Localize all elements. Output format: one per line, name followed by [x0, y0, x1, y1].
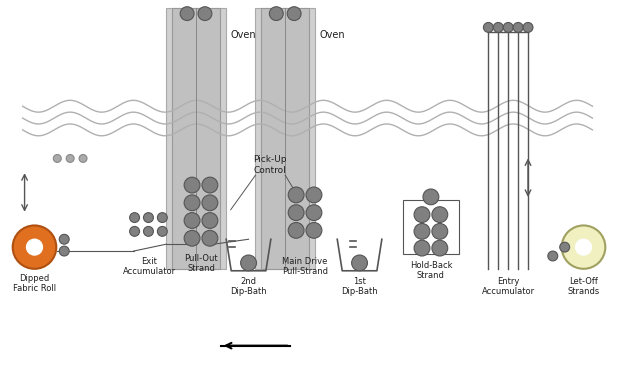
Text: Main Drive
Pull-Strand: Main Drive Pull-Strand	[282, 257, 328, 276]
Circle shape	[523, 22, 533, 33]
Circle shape	[59, 246, 69, 256]
Circle shape	[423, 189, 439, 205]
Circle shape	[27, 239, 43, 255]
Text: Exit
Accumulator: Exit Accumulator	[123, 257, 176, 276]
Text: Entry
Accumulator: Entry Accumulator	[482, 277, 535, 296]
Text: Pick-Up
Control: Pick-Up Control	[254, 155, 287, 175]
Circle shape	[352, 255, 368, 271]
Text: Oven: Oven	[320, 30, 345, 40]
Circle shape	[493, 22, 503, 33]
Circle shape	[287, 7, 301, 20]
Bar	[256, 8, 315, 269]
Circle shape	[432, 240, 448, 256]
Circle shape	[241, 255, 256, 271]
Circle shape	[202, 195, 218, 211]
Circle shape	[288, 187, 304, 203]
Circle shape	[288, 223, 304, 238]
Circle shape	[59, 234, 69, 244]
Circle shape	[184, 213, 200, 228]
Text: 1st
Dip-Bath: 1st Dip-Bath	[341, 277, 378, 296]
Text: Pull-Out
Strand: Pull-Out Strand	[184, 254, 218, 273]
Circle shape	[513, 22, 523, 33]
Text: 2nd
Dip-Bath: 2nd Dip-Bath	[230, 277, 267, 296]
Text: Dipped
Fabric Roll: Dipped Fabric Roll	[13, 274, 56, 293]
Circle shape	[576, 239, 591, 255]
Circle shape	[202, 230, 218, 246]
Circle shape	[198, 7, 212, 20]
Circle shape	[66, 155, 74, 163]
Circle shape	[560, 242, 569, 252]
Circle shape	[202, 213, 218, 228]
Circle shape	[503, 22, 513, 33]
Circle shape	[53, 155, 61, 163]
Circle shape	[414, 223, 430, 239]
Circle shape	[269, 7, 284, 20]
Circle shape	[184, 195, 200, 211]
Circle shape	[432, 223, 448, 239]
Circle shape	[483, 22, 493, 33]
Text: Let-Off
Strands: Let-Off Strands	[568, 277, 600, 296]
Circle shape	[129, 226, 139, 236]
Circle shape	[79, 155, 87, 163]
Circle shape	[129, 213, 139, 223]
Bar	[403, 200, 459, 254]
Circle shape	[548, 251, 558, 261]
Circle shape	[184, 230, 200, 246]
Circle shape	[12, 225, 56, 269]
Circle shape	[414, 207, 430, 223]
Circle shape	[288, 205, 304, 220]
Bar	[261, 8, 309, 269]
Bar	[172, 8, 220, 269]
Bar	[167, 8, 226, 269]
Circle shape	[184, 177, 200, 193]
Circle shape	[414, 240, 430, 256]
Circle shape	[432, 207, 448, 223]
Circle shape	[157, 213, 167, 223]
Text: Hold-Back
Strand: Hold-Back Strand	[410, 261, 452, 280]
Circle shape	[157, 226, 167, 236]
Circle shape	[180, 7, 194, 20]
Circle shape	[144, 213, 154, 223]
Circle shape	[202, 177, 218, 193]
Circle shape	[306, 223, 322, 238]
Circle shape	[306, 205, 322, 220]
Circle shape	[561, 225, 605, 269]
Circle shape	[144, 226, 154, 236]
Text: Oven: Oven	[231, 30, 256, 40]
Circle shape	[306, 187, 322, 203]
